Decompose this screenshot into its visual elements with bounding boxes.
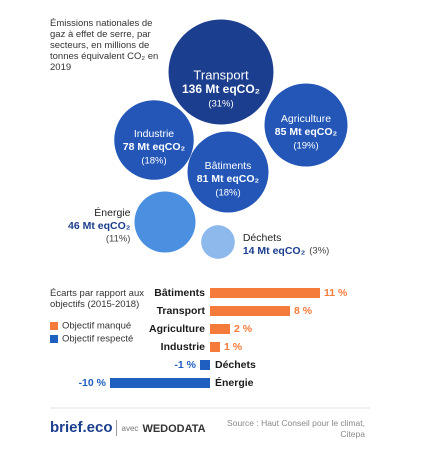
bubble [201,225,235,259]
bar [200,360,210,370]
category-label: Transport [157,305,206,317]
bubble-name: Agriculture [281,113,331,125]
legend-swatch [50,322,58,330]
bubble-name: Transport [193,67,249,82]
bar [110,378,210,388]
bubble-value: 46 Mt eqCO₂ [68,220,131,232]
bubble-name: Industrie [134,128,174,140]
with: avec [122,424,139,433]
bubble [114,100,194,180]
bubble-name: Énergie [94,206,130,219]
value-label: 2 % [234,323,253,335]
source: Source : Haut Conseil pour le climat, Ci… [227,418,365,439]
bubble-value: 85 Mt eqCO₂ [275,126,338,138]
bar-title: Écarts par rapport aux objectifs (2015-2… [50,288,144,310]
bar [210,324,230,334]
bubble-share: (31%) [208,99,233,110]
value-label: 11 % [324,287,348,299]
bar [210,342,220,352]
value-label: -10 % [79,377,107,389]
brand: brief.eco [50,419,113,436]
bubble-share: (3%) [309,246,329,257]
bubble [134,191,196,253]
bubble-value: 81 Mt eqCO₂ [197,173,260,185]
value-label: 1 % [224,341,243,353]
bubble-value: 78 Mt eqCO₂ [123,141,186,153]
bubble-name: Déchets [243,232,282,244]
bubble [187,131,269,213]
bubble-title: Émissions nationales de gaz à effet de s… [50,18,159,73]
category-label: Énergie [215,376,254,389]
bubble-share: (11%) [106,234,131,245]
bubble-share: (18%) [141,156,166,167]
value-label: -1 % [174,359,196,371]
legend-swatch [50,335,58,343]
bubble-share: (18%) [215,188,240,199]
bubble [168,19,274,125]
bubble [264,83,348,167]
category-label: Déchets [215,359,256,371]
bubble-share: (19%) [293,141,318,152]
legend-label: Objectif manqué [62,321,131,332]
bubble-value: 14 Mt eqCO₂ [243,245,306,257]
value-label: 8 % [294,305,313,317]
partner: WEDODATA [142,423,205,435]
bubble-value: 136 Mt eqCO₂ [182,82,260,96]
bubble-name: Bâtiments [205,160,252,172]
category-label: Bâtiments [154,287,205,299]
legend-label: Objectif respecté [62,334,133,345]
category-label: Agriculture [149,323,205,335]
bar [210,288,320,298]
category-label: Industrie [161,341,205,353]
bar [210,306,290,316]
